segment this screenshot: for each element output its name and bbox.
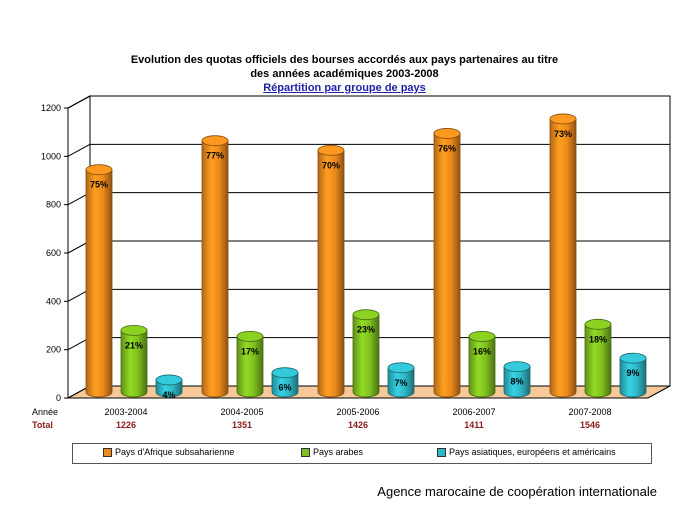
gridline-diag <box>67 95 91 109</box>
bar-top-0-0 <box>85 164 113 176</box>
x-total-label: 1426 <box>348 420 368 430</box>
row-label-annee: Année <box>32 407 58 417</box>
data-label-0-3: 76% <box>438 143 456 153</box>
bar-2-2 <box>387 367 415 398</box>
data-label-2-3: 8% <box>510 377 523 387</box>
x-category-label: 2004-2005 <box>220 407 263 417</box>
bar-0-0 <box>85 169 113 398</box>
chart-title-line1: Evolution des quotas officiels des bours… <box>130 54 559 66</box>
legend-item-africa: Pays d'Afrique subsaharienne <box>103 447 235 458</box>
y-tick-label: 1000 <box>41 151 61 161</box>
gridline-diag <box>67 143 91 157</box>
data-label-1-3: 16% <box>473 346 491 356</box>
bar-top-2-3 <box>503 361 531 373</box>
bar-top-0-4 <box>549 113 577 125</box>
x-total-label: 1226 <box>116 420 136 430</box>
data-label-2-2: 7% <box>394 378 407 388</box>
bar-0-3 <box>433 133 461 398</box>
legend-swatch-africa <box>103 448 112 458</box>
bar-0-4 <box>549 118 577 398</box>
x-category-label: 2006-2007 <box>452 407 495 417</box>
bar-1-0 <box>120 329 148 398</box>
data-label-2-4: 9% <box>626 368 639 378</box>
chart-title-line2: des années académiques 2003-2008 <box>250 68 439 80</box>
data-label-0-4: 73% <box>554 129 572 139</box>
legend-label-arab: Pays arabes <box>313 447 364 457</box>
chart-subtitle[interactable]: Répartition par groupe de pays <box>263 82 426 94</box>
x-category-label: 2005-2006 <box>336 407 379 417</box>
bar-top-1-4 <box>584 318 612 330</box>
bar-2-4 <box>619 357 647 398</box>
y-tick-label: 1200 <box>41 103 61 113</box>
data-label-1-0: 21% <box>125 340 143 350</box>
data-label-0-0: 75% <box>90 180 108 190</box>
legend-label-africa: Pays d'Afrique subsaharienne <box>115 447 235 457</box>
data-label-2-1: 6% <box>278 383 291 393</box>
bar-1-3 <box>468 336 496 398</box>
data-label-1-4: 18% <box>589 334 607 344</box>
data-label-0-1: 77% <box>206 151 224 161</box>
bar-top-2-1 <box>271 367 299 379</box>
footer-agency: Agence marocaine de coopération internat… <box>377 484 657 499</box>
legend-item-arab: Pays arabes <box>301 447 364 458</box>
bar-top-2-2 <box>387 362 415 374</box>
x-category-label: 2007-2008 <box>568 407 611 417</box>
x-total-label: 1351 <box>232 420 252 430</box>
bar-0-1 <box>201 140 229 398</box>
bar-1-2 <box>352 314 380 398</box>
bar-top-0-2 <box>317 144 345 156</box>
bar-0-2 <box>317 149 345 398</box>
data-label-0-2: 70% <box>322 160 340 170</box>
bar-2-3 <box>503 366 531 398</box>
data-label-1-1: 17% <box>241 346 259 356</box>
bar-top-1-1 <box>236 331 264 342</box>
x-total-label: 1411 <box>464 420 484 430</box>
bar-top-1-0 <box>120 324 148 336</box>
data-label-2-0: 4% <box>162 390 175 400</box>
bar-2-1 <box>271 372 299 398</box>
x-total-label: 1546 <box>580 420 600 430</box>
bar-top-1-3 <box>468 331 496 342</box>
bar-top-2-0 <box>155 374 183 386</box>
y-tick-label: 200 <box>46 345 61 355</box>
legend-swatch-arab <box>301 448 310 458</box>
y-tick-label: 800 <box>46 200 61 210</box>
chart-legend: Pays d'Afrique subsaharienne Pays arabes… <box>72 443 652 464</box>
bar-top-0-3 <box>433 128 461 139</box>
bar-top-1-2 <box>352 309 380 321</box>
y-tick-label: 400 <box>46 296 61 306</box>
x-category-label: 2003-2004 <box>104 407 147 417</box>
data-label-1-2: 23% <box>357 325 375 335</box>
bar-top-0-1 <box>201 135 229 147</box>
chart-plot: 0 200 400 600 800 1000 1200 75% 21% 4% 2003-2004 12… <box>32 95 671 430</box>
bar-top-2-4 <box>619 352 647 364</box>
bar-1-1 <box>236 336 264 398</box>
legend-item-asia: Pays asiatiques, européens et américains <box>437 447 616 458</box>
row-label-total: Total <box>32 420 53 430</box>
legend-swatch-asia <box>437 448 446 458</box>
y-tick-label: 0 <box>56 393 61 403</box>
y-tick-label: 600 <box>46 248 61 258</box>
bar-1-4 <box>584 323 612 398</box>
legend-label-asia: Pays asiatiques, européens et américains <box>449 447 616 457</box>
